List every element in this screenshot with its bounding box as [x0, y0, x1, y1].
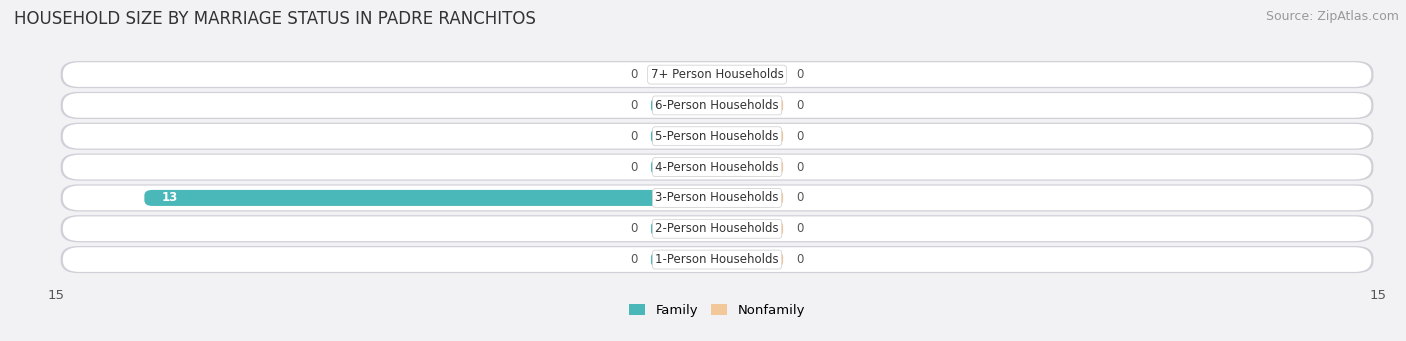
- Text: 2-Person Households: 2-Person Households: [655, 222, 779, 235]
- FancyBboxPatch shape: [651, 98, 717, 114]
- FancyBboxPatch shape: [63, 155, 1371, 179]
- Text: 0: 0: [796, 68, 804, 81]
- FancyBboxPatch shape: [60, 123, 1374, 150]
- Text: 1-Person Households: 1-Person Households: [655, 253, 779, 266]
- Text: 0: 0: [796, 253, 804, 266]
- Text: 0: 0: [630, 222, 638, 235]
- FancyBboxPatch shape: [63, 186, 1371, 210]
- FancyBboxPatch shape: [63, 217, 1371, 241]
- Text: 4-Person Households: 4-Person Households: [655, 161, 779, 174]
- FancyBboxPatch shape: [717, 66, 783, 83]
- Text: 6-Person Households: 6-Person Households: [655, 99, 779, 112]
- FancyBboxPatch shape: [651, 221, 717, 237]
- Text: 0: 0: [796, 130, 804, 143]
- Text: 7+ Person Households: 7+ Person Households: [651, 68, 783, 81]
- Text: 0: 0: [630, 253, 638, 266]
- FancyBboxPatch shape: [60, 92, 1374, 119]
- Text: 0: 0: [796, 161, 804, 174]
- FancyBboxPatch shape: [63, 93, 1371, 118]
- Text: HOUSEHOLD SIZE BY MARRIAGE STATUS IN PADRE RANCHITOS: HOUSEHOLD SIZE BY MARRIAGE STATUS IN PAD…: [14, 10, 536, 28]
- Text: 0: 0: [630, 130, 638, 143]
- Text: 0: 0: [796, 99, 804, 112]
- FancyBboxPatch shape: [651, 66, 717, 83]
- FancyBboxPatch shape: [60, 215, 1374, 242]
- Text: 0: 0: [630, 68, 638, 81]
- FancyBboxPatch shape: [60, 184, 1374, 211]
- FancyBboxPatch shape: [651, 252, 717, 268]
- FancyBboxPatch shape: [717, 98, 783, 114]
- FancyBboxPatch shape: [717, 190, 783, 206]
- FancyBboxPatch shape: [651, 159, 717, 175]
- Legend: Family, Nonfamily: Family, Nonfamily: [624, 299, 810, 323]
- FancyBboxPatch shape: [63, 247, 1371, 272]
- FancyBboxPatch shape: [717, 159, 783, 175]
- Text: Source: ZipAtlas.com: Source: ZipAtlas.com: [1265, 10, 1399, 23]
- Text: 13: 13: [162, 191, 179, 204]
- Text: 3-Person Households: 3-Person Households: [655, 191, 779, 204]
- Text: 0: 0: [630, 161, 638, 174]
- FancyBboxPatch shape: [717, 252, 783, 268]
- Text: 0: 0: [796, 222, 804, 235]
- Text: 5-Person Households: 5-Person Households: [655, 130, 779, 143]
- FancyBboxPatch shape: [651, 128, 717, 144]
- FancyBboxPatch shape: [60, 153, 1374, 181]
- FancyBboxPatch shape: [63, 62, 1371, 87]
- FancyBboxPatch shape: [145, 190, 717, 206]
- Text: 0: 0: [630, 99, 638, 112]
- FancyBboxPatch shape: [717, 128, 783, 144]
- FancyBboxPatch shape: [60, 246, 1374, 273]
- FancyBboxPatch shape: [60, 61, 1374, 88]
- FancyBboxPatch shape: [717, 221, 783, 237]
- FancyBboxPatch shape: [63, 124, 1371, 149]
- Text: 0: 0: [796, 191, 804, 204]
